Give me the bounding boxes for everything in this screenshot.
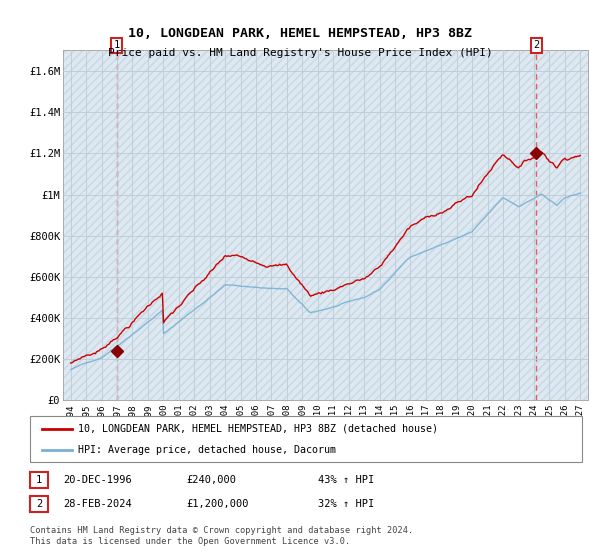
Text: 1: 1 [36, 475, 42, 485]
Text: 2: 2 [36, 499, 42, 509]
Text: 1: 1 [113, 40, 120, 50]
Text: 20-DEC-1996: 20-DEC-1996 [63, 475, 132, 485]
Text: 2: 2 [533, 40, 539, 50]
Text: £1,200,000: £1,200,000 [186, 499, 248, 509]
Text: £240,000: £240,000 [186, 475, 236, 485]
Text: Price paid vs. HM Land Registry's House Price Index (HPI): Price paid vs. HM Land Registry's House … [107, 48, 493, 58]
Text: Contains HM Land Registry data © Crown copyright and database right 2024.
This d: Contains HM Land Registry data © Crown c… [30, 526, 413, 546]
Text: 43% ↑ HPI: 43% ↑ HPI [318, 475, 374, 485]
Text: HPI: Average price, detached house, Dacorum: HPI: Average price, detached house, Daco… [78, 445, 336, 455]
Text: 28-FEB-2024: 28-FEB-2024 [63, 499, 132, 509]
Text: 10, LONGDEAN PARK, HEMEL HEMPSTEAD, HP3 8BZ: 10, LONGDEAN PARK, HEMEL HEMPSTEAD, HP3 … [128, 27, 472, 40]
Text: 10, LONGDEAN PARK, HEMEL HEMPSTEAD, HP3 8BZ (detached house): 10, LONGDEAN PARK, HEMEL HEMPSTEAD, HP3 … [78, 424, 438, 434]
Text: 32% ↑ HPI: 32% ↑ HPI [318, 499, 374, 509]
